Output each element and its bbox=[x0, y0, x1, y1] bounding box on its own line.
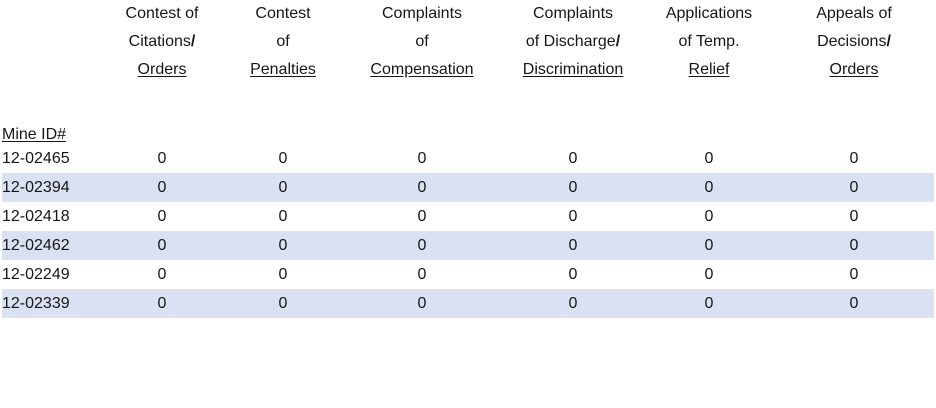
mine-id-header-row: Mine ID# bbox=[2, 118, 934, 144]
header-line-underlined: Discrimination bbox=[522, 61, 624, 78]
header-line: Contest bbox=[255, 5, 311, 22]
value-cell: 0 bbox=[704, 149, 714, 167]
header-line: of Discharge/ bbox=[525, 33, 621, 50]
header-line-underlined: Orders bbox=[137, 61, 187, 78]
mine-id-cell: 12-02394 bbox=[2, 178, 70, 196]
header-line: Complaints bbox=[532, 5, 614, 22]
header-line: Complaints bbox=[381, 5, 463, 22]
header-line: Contest of bbox=[125, 5, 199, 22]
value-cell: 0 bbox=[568, 294, 578, 312]
value-cell: 0 bbox=[417, 178, 427, 196]
header-line-underlined: Orders bbox=[829, 61, 879, 78]
bold-slash: / bbox=[886, 33, 891, 50]
header-line: of bbox=[415, 33, 429, 50]
header-line: Citations/ bbox=[128, 33, 196, 50]
value-cell: 0 bbox=[157, 294, 167, 312]
table-row: 12-02418 0 0 0 0 0 0 bbox=[2, 202, 934, 231]
value-cell: 0 bbox=[278, 265, 288, 283]
mine-id-cell: 12-02339 bbox=[2, 294, 70, 312]
column-header-contest-citations-orders: Contest of Citations/ Orders bbox=[100, 0, 224, 118]
value-cell: 0 bbox=[704, 178, 714, 196]
column-header-contest-penalties: Contest of Penalties bbox=[224, 0, 342, 118]
header-line-underlined: Penalties bbox=[250, 61, 316, 78]
value-cell: 0 bbox=[278, 149, 288, 167]
value-cell: 0 bbox=[278, 236, 288, 254]
header-line-underlined: Relief bbox=[688, 61, 730, 78]
mine-id-header: Mine ID# bbox=[2, 126, 67, 143]
mine-id-cell: 12-02462 bbox=[2, 236, 70, 254]
table-row: 12-02394 0 0 0 0 0 0 bbox=[2, 173, 934, 202]
value-cell: 0 bbox=[849, 265, 859, 283]
column-header-complaints-discharge-discrimination: Complaints of Discharge/ Discrimination bbox=[502, 0, 644, 118]
value-cell: 0 bbox=[417, 294, 427, 312]
value-cell: 0 bbox=[704, 236, 714, 254]
header-line: Applications bbox=[665, 5, 753, 22]
mine-id-header-spacer bbox=[100, 118, 934, 144]
value-cell: 0 bbox=[849, 149, 859, 167]
value-cell: 0 bbox=[417, 207, 427, 225]
header-line: of Temp. bbox=[678, 33, 740, 50]
value-cell: 0 bbox=[849, 207, 859, 225]
table-row: 12-02249 0 0 0 0 0 0 bbox=[2, 260, 934, 289]
mine-id-cell: 12-02418 bbox=[2, 207, 70, 225]
value-cell: 0 bbox=[704, 294, 714, 312]
value-cell: 0 bbox=[417, 236, 427, 254]
value-cell: 0 bbox=[417, 149, 427, 167]
mine-id-column-spacer bbox=[2, 0, 100, 118]
value-cell: 0 bbox=[157, 265, 167, 283]
value-cell: 0 bbox=[704, 207, 714, 225]
value-cell: 0 bbox=[568, 178, 578, 196]
value-cell: 0 bbox=[157, 207, 167, 225]
value-cell: 0 bbox=[568, 149, 578, 167]
value-cell: 0 bbox=[278, 178, 288, 196]
header-line-underlined: Compensation bbox=[370, 61, 474, 78]
mine-data-table: Contest of Citations/ Orders Contest of … bbox=[2, 0, 934, 318]
column-header-appeals-decisions-orders: Appeals of Decisions/ Orders bbox=[774, 0, 934, 118]
value-cell: 0 bbox=[568, 265, 578, 283]
header-line: of bbox=[276, 33, 290, 50]
value-cell: 0 bbox=[278, 207, 288, 225]
column-header-applications-temp-relief: Applications of Temp. Relief bbox=[644, 0, 774, 118]
bold-slash: / bbox=[615, 33, 621, 50]
value-cell: 0 bbox=[157, 149, 167, 167]
value-cell: 0 bbox=[157, 178, 167, 196]
table-row: 12-02339 0 0 0 0 0 0 bbox=[2, 289, 934, 318]
value-cell: 0 bbox=[849, 294, 859, 312]
value-cell: 0 bbox=[568, 207, 578, 225]
value-cell: 0 bbox=[849, 236, 859, 254]
table-row: 12-02462 0 0 0 0 0 0 bbox=[2, 231, 934, 260]
header-line: Decisions/ bbox=[817, 33, 891, 50]
table-row: 12-02465 0 0 0 0 0 0 bbox=[2, 144, 934, 173]
column-header-complaints-compensation: Complaints of Compensation bbox=[342, 0, 502, 118]
mine-id-cell: 12-02465 bbox=[2, 149, 70, 167]
column-header-row: Contest of Citations/ Orders Contest of … bbox=[2, 0, 934, 118]
bold-slash: / bbox=[190, 33, 196, 50]
value-cell: 0 bbox=[157, 236, 167, 254]
value-cell: 0 bbox=[704, 265, 714, 283]
value-cell: 0 bbox=[278, 294, 288, 312]
value-cell: 0 bbox=[568, 236, 578, 254]
header-line: Appeals of bbox=[816, 5, 892, 22]
mine-id-cell: 12-02249 bbox=[2, 265, 70, 283]
value-cell: 0 bbox=[417, 265, 427, 283]
value-cell: 0 bbox=[849, 178, 859, 196]
